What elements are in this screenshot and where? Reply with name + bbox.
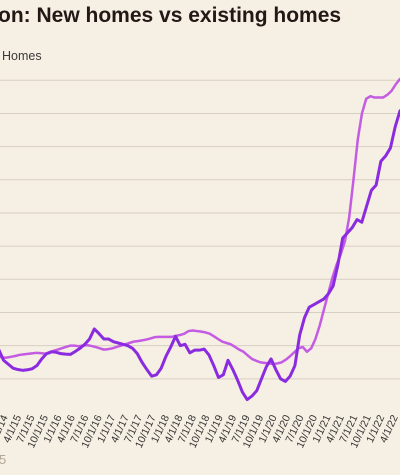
- x-axis-ticks: 1/144/1/157/1/1510/1/151/1/164/1/167/1/1…: [0, 413, 400, 450]
- x-tick-label: 1/14: [0, 413, 11, 437]
- chart-title: on: New homes vs existing homes: [0, 4, 342, 27]
- existing-homes-line: [0, 109, 400, 402]
- source-note: 5: [0, 452, 7, 467]
- series-lines: [0, 77, 400, 402]
- legend-label: Homes: [2, 49, 42, 63]
- new-homes-line: [0, 77, 400, 366]
- gridlines: [0, 79, 400, 380]
